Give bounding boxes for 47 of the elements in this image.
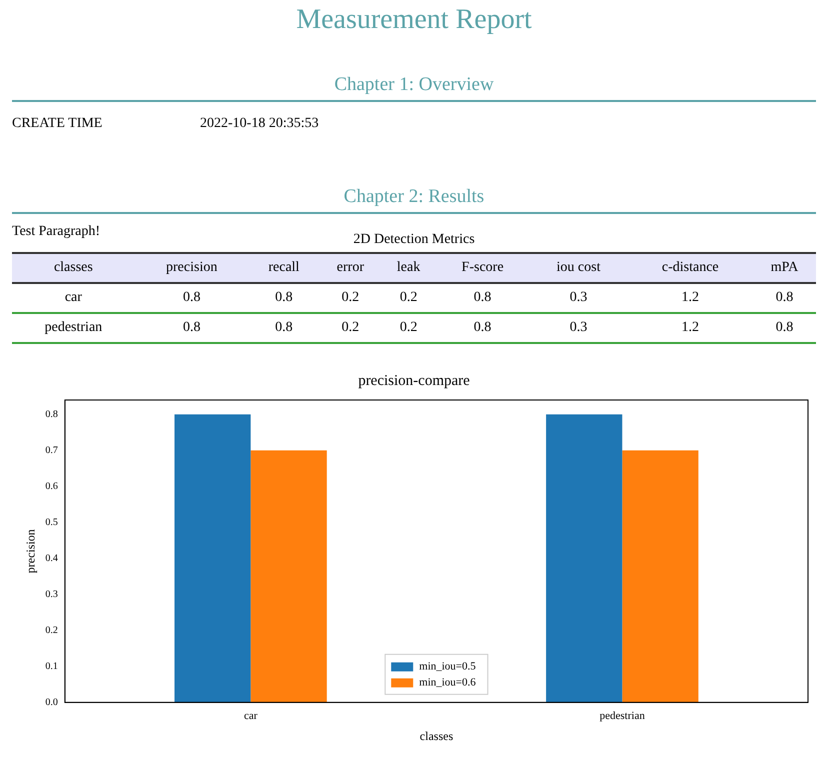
- y-tick-label: 0.1: [45, 661, 58, 672]
- x-tick-label: c-distance: [660, 259, 720, 277]
- y-axis-title: precision: [23, 529, 38, 574]
- data-label: 0.2: [398, 289, 418, 307]
- data-label: 0.3: [568, 319, 588, 337]
- text: Chapter 1: Overview: [12, 68, 816, 102]
- data-label: 0.8: [472, 319, 492, 337]
- y-axis-title: classes: [52, 259, 94, 277]
- chart-title: 2D Detection Metrics: [353, 232, 475, 247]
- data-label: 0.8: [274, 289, 294, 307]
- text: Test Paragraph!: [12, 224, 100, 239]
- chart-title: precision-compare: [358, 372, 470, 389]
- y-tick-label: 0.3: [45, 589, 58, 600]
- y-tick-label: pedestrian: [44, 319, 104, 337]
- x-axis-title: classes: [420, 728, 454, 743]
- text: Measurement Report: [295, 3, 533, 37]
- x-tick-label: error: [336, 259, 365, 277]
- x-tick-label: mPA: [770, 259, 800, 277]
- x-tick-label: recall: [267, 259, 300, 277]
- y-tick-label: 0.8: [45, 409, 58, 420]
- x-tick-label: precision: [165, 259, 218, 277]
- text: CREATE TIME: [12, 116, 104, 133]
- data-label: 0.8: [774, 289, 794, 307]
- x-tick-label: iou cost: [556, 259, 602, 277]
- x-tick-label: leak: [396, 259, 422, 277]
- y-tick-label: 0.7: [45, 445, 58, 456]
- data-label: 0.8: [774, 319, 794, 337]
- legend-label: min_iou=0.6: [419, 676, 476, 688]
- text: Chapter 2: Results: [12, 180, 816, 214]
- data-label: 0.2: [340, 319, 360, 337]
- data-label: 1.2: [680, 319, 700, 337]
- y-tick-label: 0.6: [45, 481, 58, 492]
- y-tick-label: 0.5: [45, 517, 58, 528]
- data-label: 1.2: [680, 289, 700, 307]
- legend-label: min_iou=0.5: [419, 660, 476, 672]
- data-label: 0.8: [182, 319, 202, 337]
- data-label: 0.2: [340, 289, 360, 307]
- text: 2022-10-18 20:35:53: [200, 116, 319, 133]
- y-tick-label: 0.2: [45, 625, 58, 636]
- data-label: 0.8: [274, 319, 294, 337]
- y-tick-label: 0.4: [45, 553, 58, 564]
- data-label: 0.8: [182, 289, 202, 307]
- data-label: 0.3: [568, 289, 588, 307]
- data-label: 0.8: [472, 289, 492, 307]
- x-tick-label: F-score: [460, 259, 505, 277]
- data-label: 0.2: [398, 319, 418, 337]
- y-tick-label: 0.0: [45, 697, 58, 708]
